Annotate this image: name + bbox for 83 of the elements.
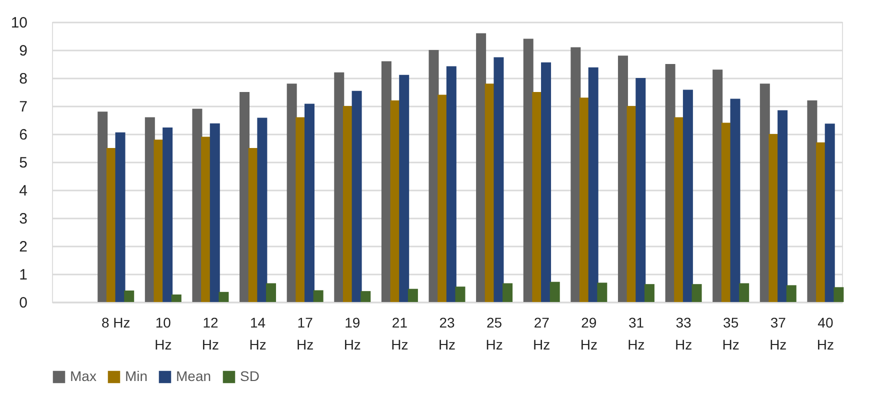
x-tick-label: 27 Hz <box>533 314 550 352</box>
bar <box>162 128 173 302</box>
bar <box>399 74 410 302</box>
bar <box>730 98 740 302</box>
legend-label: Mean <box>176 368 212 384</box>
bar <box>570 47 581 302</box>
bar <box>266 283 276 302</box>
bar <box>240 92 250 302</box>
bar <box>115 132 126 302</box>
bar <box>144 117 155 302</box>
x-tick-label: 8 Hz <box>101 314 130 330</box>
bar <box>313 290 324 302</box>
x-tick-label: 31 Hz <box>628 314 645 352</box>
x-tick-label: 33 Hz <box>674 314 692 352</box>
bar <box>296 117 306 302</box>
x-tick-label: 17 Hz <box>296 314 314 352</box>
bar <box>824 124 835 302</box>
bar <box>98 112 108 302</box>
y-tick-label: 2 <box>19 238 28 256</box>
bar <box>476 33 486 302</box>
y-tick-label: 7 <box>19 98 28 116</box>
x-tick-label: 21 Hz <box>391 314 408 352</box>
x-tick-label: 35 Hz <box>722 314 740 352</box>
bar <box>692 284 702 302</box>
x-tick-label: 12 Hz <box>202 314 220 352</box>
bar <box>334 72 344 302</box>
bar <box>381 61 392 302</box>
legend-label: Max <box>70 368 96 384</box>
bar <box>494 57 504 302</box>
bar <box>257 118 268 302</box>
x-tick-label: 37 Hz <box>770 314 787 352</box>
bar <box>541 62 552 302</box>
bar <box>712 70 723 302</box>
y-tick-label: 10 <box>10 14 28 32</box>
bar <box>682 90 693 302</box>
bar <box>352 90 362 302</box>
bar <box>636 78 646 302</box>
y-tick-label: 6 <box>19 126 28 144</box>
bar <box>618 56 628 302</box>
y-tick-label: 8 <box>19 70 28 88</box>
bar <box>550 282 560 302</box>
bar <box>786 285 796 302</box>
bar <box>532 92 542 302</box>
bar <box>342 106 353 302</box>
bar <box>192 108 202 302</box>
bar <box>360 291 371 302</box>
legend-label: Min <box>125 368 148 384</box>
bar <box>674 117 684 302</box>
bar <box>304 104 314 302</box>
bar <box>644 284 654 302</box>
bar <box>834 287 844 302</box>
x-tick-label: 29 Hz <box>580 314 598 352</box>
x-tick-label: 40 Hz <box>816 314 834 352</box>
bar <box>588 67 598 302</box>
x-tick-label: 19 Hz <box>344 314 361 352</box>
bar <box>210 123 220 302</box>
bar <box>446 66 456 302</box>
x-tick-label: 10 Hz <box>154 314 172 352</box>
bar <box>106 148 116 302</box>
bar <box>816 142 826 302</box>
y-tick-label: 3 <box>19 210 28 228</box>
bar <box>218 292 229 302</box>
bar <box>438 94 448 302</box>
x-tick-label: 14 Hz <box>249 314 266 352</box>
bar <box>124 290 134 302</box>
bar <box>201 136 212 302</box>
y-tick-label: 1 <box>19 266 28 284</box>
bar <box>807 100 818 302</box>
y-tick-label: 0 <box>19 294 28 312</box>
x-tick-label: 25 Hz <box>486 314 503 352</box>
bar <box>778 110 788 302</box>
bar <box>597 282 608 302</box>
bar <box>768 134 779 302</box>
bar <box>455 286 466 302</box>
bar <box>408 288 418 302</box>
y-tick-label: 5 <box>19 154 28 172</box>
y-tick-label: 9 <box>19 42 28 60</box>
x-tick-label: 23 Hz <box>438 314 456 352</box>
y-tick-label: 4 <box>19 182 28 200</box>
bar <box>171 294 182 302</box>
bar <box>739 283 750 302</box>
legend-label: SD <box>240 368 260 384</box>
bar <box>502 283 513 302</box>
